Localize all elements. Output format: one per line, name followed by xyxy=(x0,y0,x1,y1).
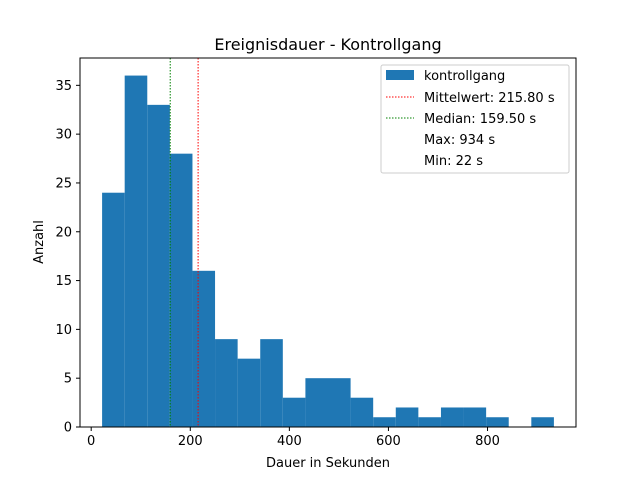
x-tick-label: 600 xyxy=(376,434,401,449)
y-tick-label: 20 xyxy=(55,225,72,240)
legend-mean-label: Mittelwert: 215.80 s xyxy=(424,91,555,106)
histogram-bar xyxy=(282,397,306,427)
histogram-bar xyxy=(237,358,261,427)
histogram-bar xyxy=(147,104,170,427)
histogram-bar xyxy=(350,397,374,427)
histogram-bar xyxy=(418,417,441,427)
y-tick-label: 15 xyxy=(55,274,72,289)
legend: kontrollgang Mittelwert: 215.80 s Median… xyxy=(380,64,570,174)
chart-title: Ereignisdauer - Kontrollgang xyxy=(214,35,441,54)
x-tick-label: 0 xyxy=(87,434,95,449)
legend-max-label: Max: 934 s xyxy=(424,133,495,148)
legend-box xyxy=(380,64,570,174)
histogram-bar xyxy=(215,339,238,427)
legend-min-label: Min: 22 s xyxy=(424,154,483,169)
histogram-bar xyxy=(486,417,509,427)
histogram-bars xyxy=(102,75,554,428)
histogram-bar xyxy=(260,339,283,427)
x-axis-ticks: 0 200 400 600 800 xyxy=(87,427,500,449)
histogram-bar xyxy=(305,378,328,427)
y-axis-ticks: 0 5 10 15 20 25 30 35 xyxy=(55,79,80,436)
legend-bars-label: kontrollgang xyxy=(424,69,505,84)
y-axis-label: Anzahl xyxy=(32,220,47,264)
histogram-bar xyxy=(169,153,193,427)
y-tick-label: 30 xyxy=(55,128,72,143)
legend-median-label: Median: 159.50 s xyxy=(424,112,536,127)
histogram-bar xyxy=(463,407,487,427)
y-tick-label: 35 xyxy=(55,79,72,94)
y-tick-label: 10 xyxy=(55,323,72,338)
y-tick-label: 0 xyxy=(64,421,72,436)
histogram-bar xyxy=(440,407,464,427)
x-tick-label: 400 xyxy=(277,434,302,449)
histogram-bar xyxy=(373,417,396,427)
y-tick-label: 25 xyxy=(55,176,72,191)
plot-frame xyxy=(79,57,577,428)
x-axis-label: Dauer in Sekunden xyxy=(266,456,390,471)
histogram-bar xyxy=(102,192,125,427)
histogram-bar xyxy=(531,417,554,427)
x-tick-label: 800 xyxy=(475,434,500,449)
histogram-bar xyxy=(328,378,351,427)
histogram-bar xyxy=(192,270,216,427)
legend-bar-swatch xyxy=(386,70,414,80)
y-tick-label: 5 xyxy=(64,372,72,387)
histogram-bar xyxy=(124,75,148,428)
reference-lines xyxy=(169,58,199,427)
histogram-bar xyxy=(395,407,419,427)
x-tick-label: 200 xyxy=(178,434,203,449)
